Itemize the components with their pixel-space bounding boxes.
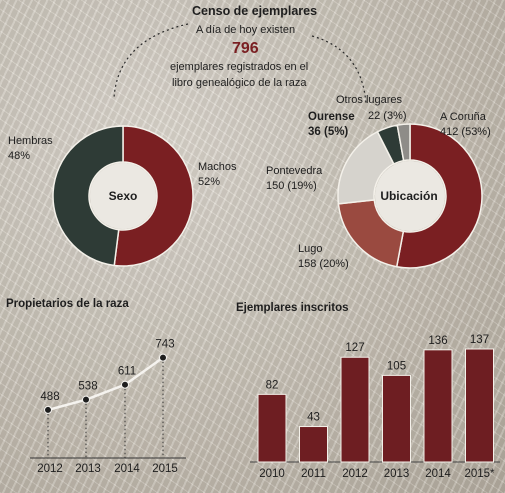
census-title: Censo de ejemplares	[192, 4, 318, 18]
tick-label-2015: 2015	[152, 463, 178, 475]
donut-slice-hembras	[52, 125, 124, 267]
bar-2013	[382, 374, 411, 463]
bar-tick-2014: 2014	[425, 468, 451, 480]
donut-center-ubicacion: Ubicación	[380, 189, 438, 203]
slice-label-otros: Otros lugares	[336, 94, 403, 106]
slice-label-hembras: Hembras 48%	[8, 135, 53, 162]
data-label-2014: 611	[118, 366, 136, 378]
donut-sexo	[52, 125, 194, 267]
tick-label-2012: 2012	[37, 463, 63, 475]
bar-2010	[257, 393, 287, 463]
census-total: 796	[232, 40, 259, 57]
point-2015	[159, 353, 167, 362]
connector-left	[113, 23, 189, 99]
donut-hole	[375, 161, 445, 231]
data-label-2015: 743	[155, 339, 174, 351]
data-label-2013: 538	[78, 381, 97, 393]
slice-label-pontevedra: Pontevedra 150 (19%)	[266, 165, 323, 192]
bar-chart-ejemplares: 82 2010 43 2011 127 2012 105 2013 136 2014 137 2015…	[250, 334, 500, 480]
bar-value-2011: 43	[307, 412, 320, 424]
slice-label-acoruna: A Coruña 412 (53%)	[440, 111, 491, 138]
bar-value-2010: 82	[266, 379, 279, 391]
bar-2012	[340, 356, 370, 463]
tick-label-2013: 2013	[75, 463, 101, 475]
line-chart-propietarios: 488 2012 538 2013 611 2014 743 2015	[30, 339, 186, 475]
bar-chart-title: Ejemplares inscritos	[236, 302, 349, 314]
point-2013	[82, 395, 90, 404]
bar-tick-2012: 2012	[342, 468, 368, 480]
census-line2: libro genealógico de la raza	[172, 77, 307, 89]
bar-value-2015: 137	[470, 334, 489, 346]
bar-tick-2011: 2011	[301, 468, 326, 480]
donut-slice-machos	[113, 125, 194, 267]
slice-label-ourense: Ourense 36 (5%)	[308, 111, 355, 138]
donut-slice-otros-lugares	[396, 123, 411, 162]
donut-center-sexo: Sexo	[108, 189, 138, 203]
line-chart-title: Propietarios de la raza	[6, 298, 129, 310]
bar-tick-2015: 2015*	[464, 468, 495, 480]
bar-value-2014: 136	[428, 335, 447, 347]
point-2014	[121, 380, 129, 389]
series-line-propietarios	[47, 356, 164, 412]
bar-tick-2013: 2013	[384, 468, 410, 480]
census-line1: ejemplares registrados en el	[170, 61, 309, 73]
bar-2015	[465, 348, 494, 463]
donut-hole	[90, 163, 156, 229]
connector-right	[311, 35, 367, 105]
bar-2014	[423, 349, 453, 463]
point-2012	[44, 405, 52, 414]
donut-slice-a-coruna	[395, 123, 483, 269]
data-label-2012: 488	[40, 391, 59, 403]
tick-label-2014: 2014	[114, 463, 140, 475]
bar-2011	[299, 426, 328, 463]
bar-value-2013: 105	[387, 360, 406, 372]
slice-value-otros: 22 (3%)	[368, 110, 407, 122]
slice-label-lugo: Lugo 158 (20%)	[298, 243, 349, 270]
slice-label-machos: Machos 52%	[198, 161, 237, 188]
bar-value-2012: 127	[345, 342, 364, 354]
donut-ubicacion	[337, 123, 483, 269]
bar-tick-2010: 2010	[259, 468, 285, 480]
census-intro: A día de hoy existen	[196, 24, 296, 36]
